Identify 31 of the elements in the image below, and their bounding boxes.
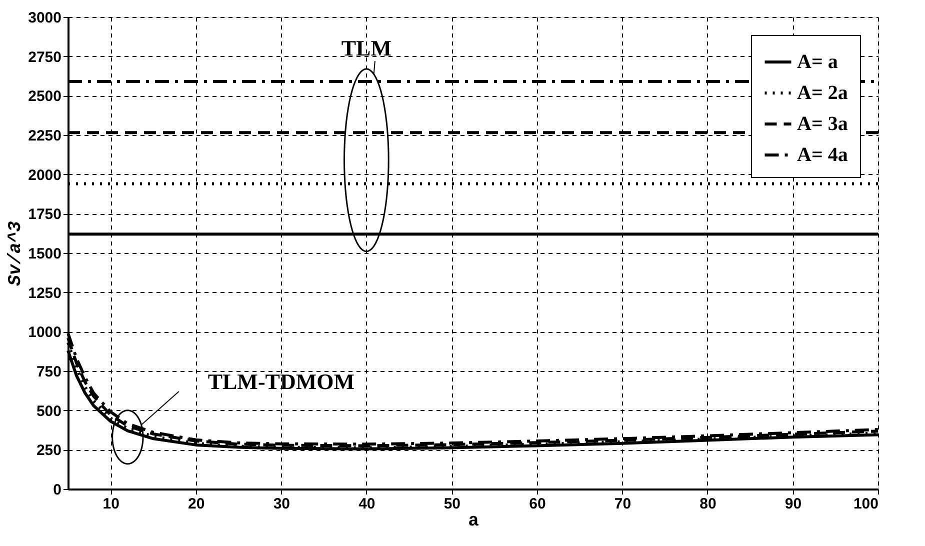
- y-tick-label: 1750: [28, 206, 62, 224]
- y-tick-label: 250: [36, 442, 62, 460]
- y-tick-label: 1000: [28, 324, 62, 342]
- x-tick-label: 30: [273, 496, 290, 512]
- y-tick-label: 1250: [28, 284, 62, 302]
- x-tick-label: 100: [853, 496, 878, 512]
- y-tick-label: 2250: [28, 128, 62, 144]
- x-tick-label: 10: [102, 496, 120, 512]
- y-tick-label: 2750: [28, 48, 62, 66]
- x-tick-label: 40: [358, 496, 376, 512]
- legend-label: A= 3a: [797, 113, 848, 135]
- x-axis-title: a: [468, 512, 480, 532]
- y-tick-label: 0: [53, 482, 62, 498]
- y-tick-label: 2500: [28, 88, 62, 106]
- x-tick-label: 60: [529, 496, 546, 512]
- annotation: TLM-TDMOM: [208, 369, 355, 394]
- y-axis-title: Sv/a^3: [6, 220, 26, 286]
- y-tick-label: 750: [36, 364, 62, 380]
- x-tick-label: 20: [188, 496, 205, 512]
- y-tick-label: 2000: [28, 166, 62, 184]
- annotation: TLM: [341, 35, 392, 60]
- y-tick-label: 1500: [28, 246, 62, 262]
- legend-label: A= 2a: [797, 82, 848, 104]
- x-tick-label: 80: [700, 496, 716, 512]
- legend-label: A= 4a: [797, 144, 848, 166]
- y-tick-label: 3000: [28, 10, 62, 26]
- x-tick-label: 70: [614, 496, 632, 512]
- y-tick-label: 500: [36, 402, 62, 420]
- x-tick-label: 50: [444, 496, 461, 512]
- legend-label: A= a: [797, 51, 838, 73]
- x-tick-label: 90: [784, 496, 802, 512]
